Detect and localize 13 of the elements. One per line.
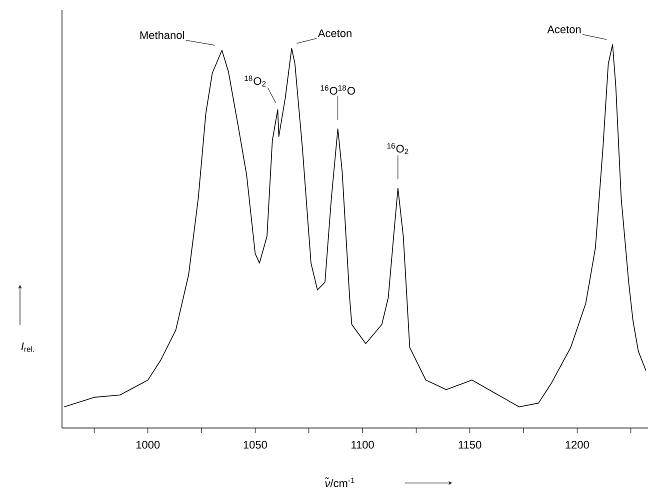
annotation: $^{16}$O$_{2}$ — [387, 143, 408, 154]
annotation: $^{18}$O$_{2}$ — [244, 76, 266, 86]
x-axis-title: ν̃/cm$^{-1}$ — [324, 477, 354, 488]
x-tick-label: 1200 — [566, 440, 589, 449]
x-tick-label: 1000 — [136, 440, 160, 449]
x-tick-label: 1050 — [244, 440, 267, 449]
annotation: Methanol — [140, 30, 184, 40]
annotation: Aceton — [318, 29, 352, 38]
annotation: Aceton — [547, 26, 581, 34]
y-axis-title: I$_{rel.}$ — [21, 342, 34, 352]
x-tick-label: 1150 — [458, 440, 482, 449]
annotation: $^{16}$O$^{18}$O — [320, 85, 355, 95]
x-tick-label: 1100 — [352, 440, 374, 449]
